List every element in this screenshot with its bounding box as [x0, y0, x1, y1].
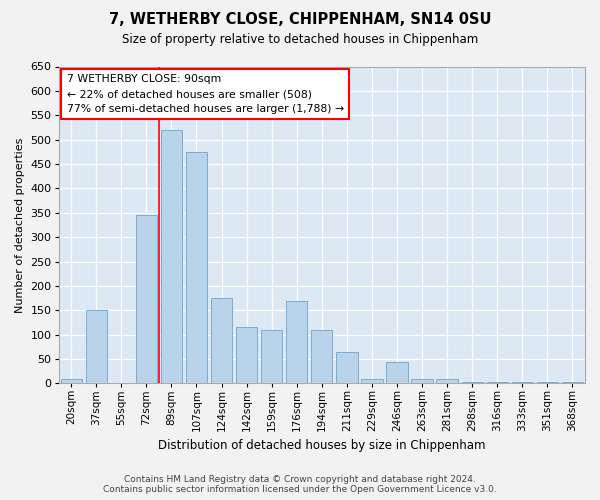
Text: Size of property relative to detached houses in Chippenham: Size of property relative to detached ho…	[122, 32, 478, 46]
Text: Contains HM Land Registry data © Crown copyright and database right 2024.
Contai: Contains HM Land Registry data © Crown c…	[103, 474, 497, 494]
Bar	[537, 382, 558, 384]
Bar	[186, 152, 207, 384]
Bar	[412, 378, 433, 384]
Bar	[487, 382, 508, 384]
Bar	[386, 362, 407, 384]
Bar	[211, 298, 232, 384]
Bar	[436, 378, 458, 384]
Bar	[311, 330, 332, 384]
Y-axis label: Number of detached properties: Number of detached properties	[15, 138, 25, 312]
Text: 7, WETHERBY CLOSE, CHIPPENHAM, SN14 0SU: 7, WETHERBY CLOSE, CHIPPENHAM, SN14 0SU	[109, 12, 491, 28]
Bar	[110, 382, 132, 384]
Bar	[286, 300, 307, 384]
Bar	[236, 328, 257, 384]
Text: 7 WETHERBY CLOSE: 90sqm
← 22% of detached houses are smaller (508)
77% of semi-d: 7 WETHERBY CLOSE: 90sqm ← 22% of detache…	[67, 74, 344, 114]
Bar	[86, 310, 107, 384]
Bar	[161, 130, 182, 384]
Bar	[61, 378, 82, 384]
X-axis label: Distribution of detached houses by size in Chippenham: Distribution of detached houses by size …	[158, 440, 485, 452]
Bar	[336, 352, 358, 384]
Bar	[136, 215, 157, 384]
Bar	[361, 378, 383, 384]
Bar	[512, 382, 533, 384]
Bar	[461, 382, 483, 384]
Bar	[562, 382, 583, 384]
Bar	[261, 330, 283, 384]
